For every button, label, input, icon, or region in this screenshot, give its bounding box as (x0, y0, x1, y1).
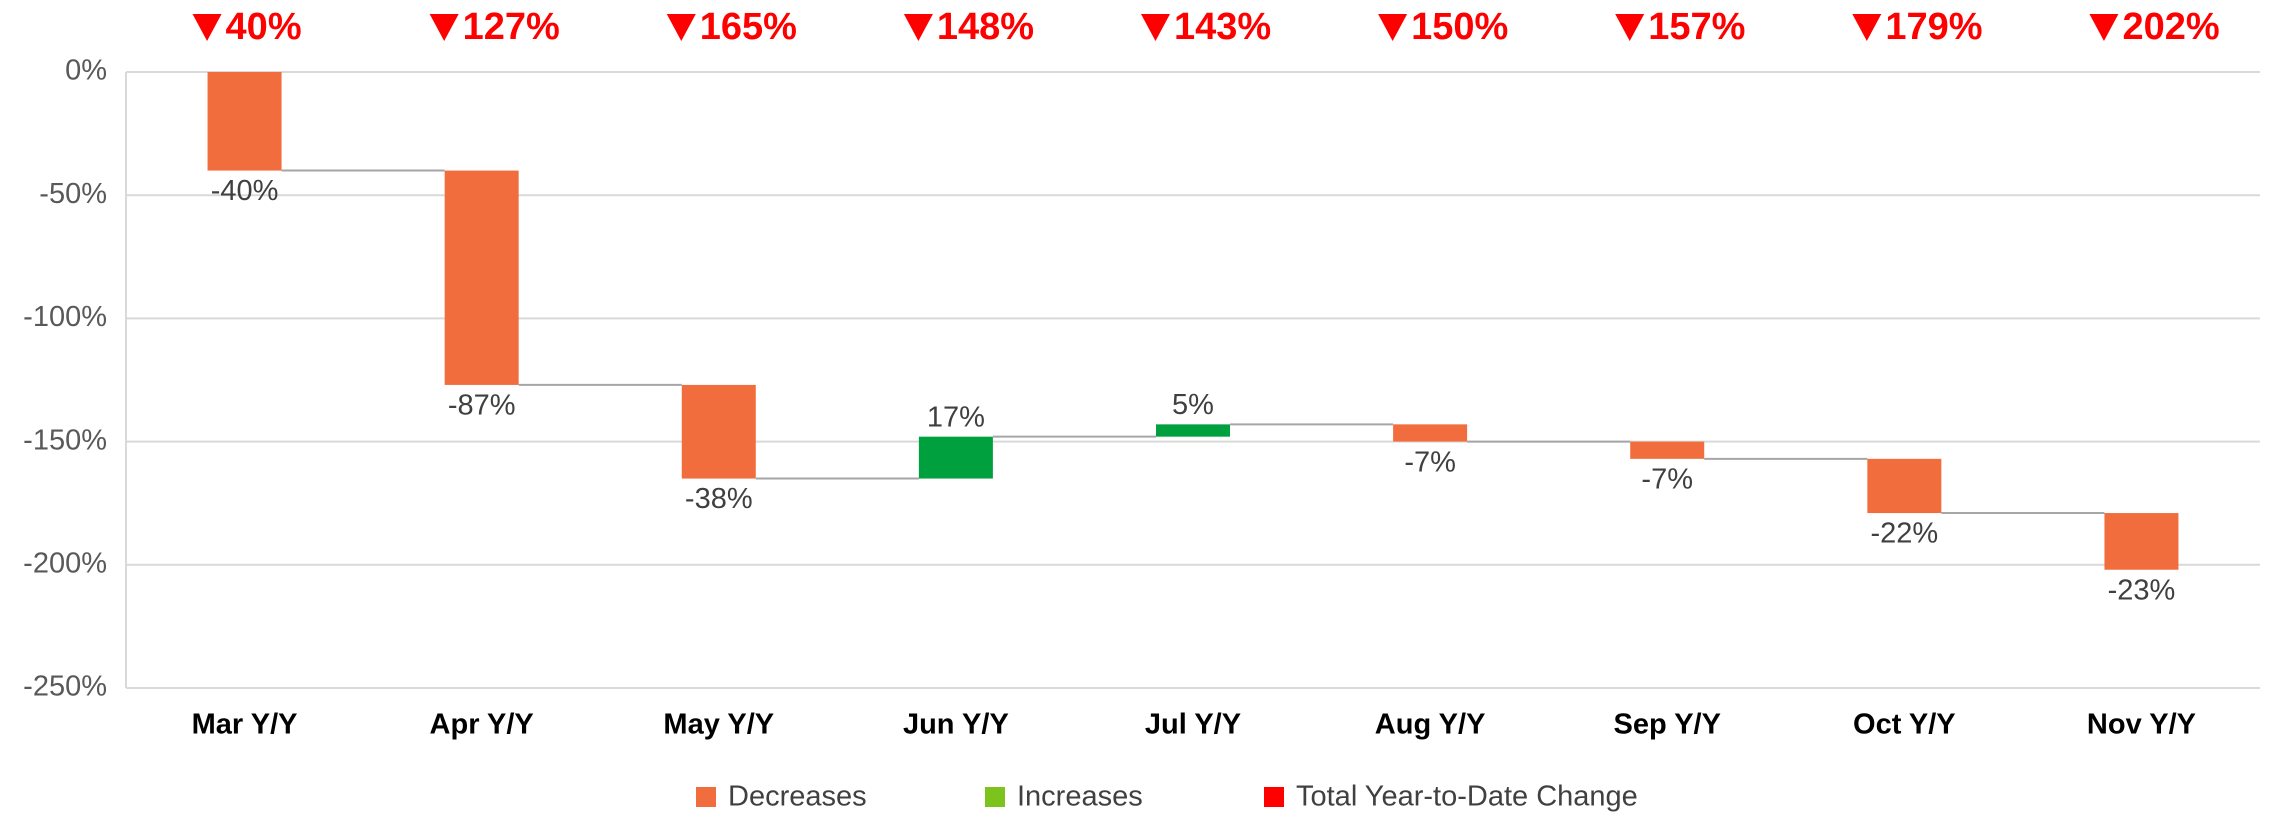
x-tick-label: Jul Y/Y (1145, 709, 1241, 741)
total-annotation: 202% (2122, 6, 2219, 48)
down-triangle (903, 14, 933, 41)
y-tick-label: -200% (23, 547, 107, 579)
bar (1867, 458, 1942, 514)
bar (1156, 424, 1230, 437)
down-triangle (666, 14, 696, 41)
data-label: -38% (685, 483, 753, 515)
bar (1630, 441, 1705, 459)
x-tick-label: Apr Y/Y (430, 709, 534, 741)
legend-label: Decreases (728, 781, 867, 813)
x-tick-label: Jun Y/Y (903, 709, 1009, 741)
total-annotation: 165% (700, 6, 797, 48)
total-annotation: 127% (463, 6, 560, 48)
x-tick-label: May Y/Y (663, 709, 774, 741)
y-tick-label: -150% (23, 424, 107, 456)
down-triangle (429, 14, 459, 41)
x-tick-label: Aug Y/Y (1375, 709, 1486, 741)
total-annotation: 150% (1411, 6, 1508, 48)
y-tick-label: 0% (65, 55, 107, 87)
down-triangle (1378, 14, 1408, 41)
down-triangle (1615, 14, 1645, 41)
data-label: -7% (1641, 464, 1693, 496)
total-annotation: 40% (226, 6, 302, 48)
total-annotation: 148% (937, 6, 1034, 48)
x-tick-label: Sep Y/Y (1613, 709, 1720, 741)
legend-swatch (985, 787, 1005, 807)
data-label: -22% (1870, 518, 1938, 550)
down-triangle (2089, 14, 2119, 41)
y-tick-label: -50% (39, 178, 107, 210)
bar (207, 72, 282, 171)
data-label: 5% (1172, 389, 1214, 421)
total-annotation: 143% (1174, 6, 1271, 48)
legend-label: Increases (1017, 781, 1143, 813)
y-tick-label: -250% (23, 671, 107, 703)
legend-swatch (696, 787, 716, 807)
total-annotation: 179% (1885, 6, 1982, 48)
legend-swatch (1264, 787, 1284, 807)
x-tick-label: Mar Y/Y (192, 709, 298, 741)
data-label: -40% (211, 175, 279, 207)
x-tick-label: Nov Y/Y (2087, 709, 2196, 741)
bar (918, 436, 993, 479)
x-tick-label: Oct Y/Y (1853, 709, 1956, 741)
data-label: -87% (448, 390, 516, 422)
legend-label: Total Year-to-Date Change (1296, 781, 1638, 813)
bar (444, 170, 519, 385)
down-triangle (192, 14, 222, 41)
y-tick-label: -100% (23, 301, 107, 333)
down-triangle (1852, 14, 1882, 41)
total-annotation: 157% (1648, 6, 1745, 48)
down-triangle (1141, 14, 1170, 41)
bar (681, 384, 756, 479)
data-label: 17% (927, 401, 985, 433)
data-label: -7% (1404, 446, 1456, 478)
bar (1393, 424, 1468, 442)
data-label: -23% (2108, 574, 2176, 606)
bar (2104, 513, 2179, 570)
